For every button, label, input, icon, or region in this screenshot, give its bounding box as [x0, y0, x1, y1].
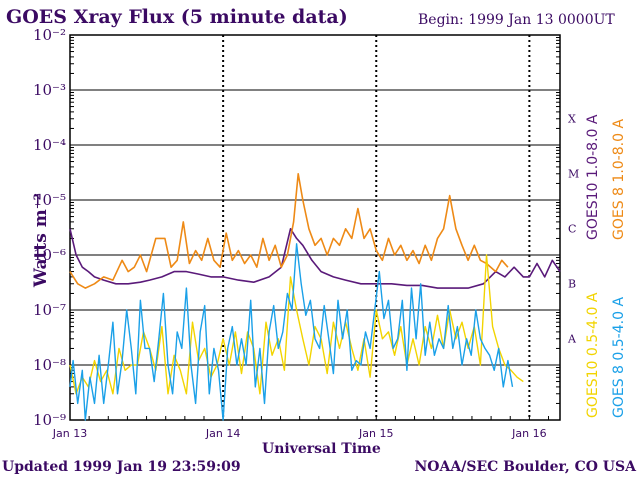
y-tick-label: 10⁻⁹	[33, 411, 66, 429]
series-line	[69, 173, 509, 289]
flare-class-label: X	[568, 113, 576, 126]
series-line	[69, 254, 524, 395]
chart-title: GOES Xray Flux (5 minute data)	[6, 6, 348, 28]
y-tick-label: 10⁻⁶	[33, 246, 66, 264]
y-tick-label: 10⁻³	[33, 81, 66, 99]
y-tick-label: 10⁻⁷	[33, 301, 66, 319]
x-tick-label: Jan 14	[205, 427, 240, 440]
credit-label: NOAA/SEC Boulder, CO USA	[414, 459, 637, 475]
x-tick-label: Jan 16	[511, 427, 546, 440]
x-axis-label: Universal Time	[262, 441, 381, 457]
x-tick-label: Jan 15	[358, 427, 393, 440]
updated-timestamp: Updated 1999 Jan 19 23:59:09	[2, 459, 241, 475]
y-tick-label: 10⁻⁸	[33, 356, 66, 374]
flare-class-label: C	[568, 223, 576, 236]
y-tick-label: 10⁻²	[33, 26, 66, 44]
y-tick-label: 10⁻⁴	[33, 136, 66, 154]
flare-class-label: B	[568, 278, 576, 291]
series-line	[69, 243, 514, 421]
series-line	[69, 228, 561, 289]
plot-frame	[69, 34, 561, 421]
flare-class-label: A	[567, 333, 577, 346]
begin-label: Begin: 1999 Jan 13 0000UT	[418, 12, 615, 28]
y-tick-label: 10⁻⁵	[33, 191, 66, 209]
flare-class-label: M	[568, 168, 579, 181]
x-tick-label: Jan 13	[52, 427, 87, 440]
